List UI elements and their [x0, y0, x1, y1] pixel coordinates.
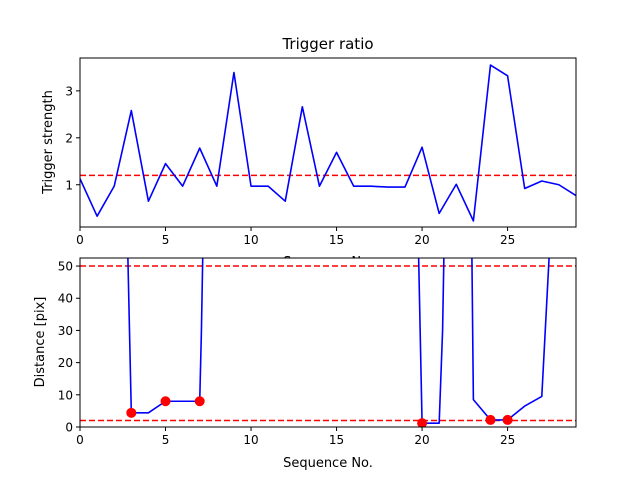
- top-x-tick-label: 25: [500, 233, 515, 247]
- bottom-y-tick-label: 30: [58, 324, 73, 338]
- top-y-tick-label: 1: [65, 178, 73, 192]
- top-x-tick-label: 20: [414, 233, 429, 247]
- bottom-plot-area: [80, 258, 576, 427]
- bottom-y-axis-label: Distance [pix]: [33, 297, 48, 388]
- top-plot-frame: [79, 57, 577, 228]
- bottom-marker-point: [417, 418, 428, 427]
- bottom-chart: 0 5 10 15 20 25 0 10 20 30 40 50 Sequence No. Dist…: [33, 257, 577, 471]
- bottom-marker-point: [502, 414, 513, 425]
- bottom-series-group: [126, 258, 550, 427]
- bottom-marker-point: [194, 396, 205, 407]
- bottom-x-tick-label: 5: [162, 433, 170, 447]
- top-x-tick-label: 5: [162, 233, 170, 247]
- bottom-marker-point: [485, 414, 496, 425]
- top-x-tick-label: 0: [76, 233, 84, 247]
- bottom-y-axis: 0 10 20 30 40 50: [58, 260, 80, 435]
- bottom-series-line: [127, 258, 550, 424]
- top-x-tick-label: 10: [243, 233, 258, 247]
- bottom-reference-lines: [80, 265, 576, 422]
- bottom-marker-point: [126, 407, 137, 418]
- bottom-x-tick-label: 0: [76, 433, 84, 447]
- bottom-x-tick-label: 20: [414, 433, 429, 447]
- bottom-x-tick-label: 10: [243, 433, 258, 447]
- top-y-axis-label: Trigger strength: [41, 90, 56, 195]
- bottom-y-tick-label: 0: [65, 421, 73, 435]
- bottom-y-tick-label: 20: [58, 356, 73, 370]
- bottom-x-tick-label: 15: [329, 433, 344, 447]
- top-y-axis: 1 2 3: [65, 84, 80, 192]
- bottom-y-tick-label: 10: [58, 388, 73, 402]
- top-y-tick-label: 3: [65, 84, 73, 98]
- top-chart-title: Trigger ratio: [281, 35, 373, 53]
- top-x-tick-label: 15: [329, 233, 344, 247]
- bottom-y-tick-label: 50: [58, 260, 73, 274]
- top-series-line: [80, 64, 576, 222]
- bottom-x-axis: 0 5 10 15 20 25: [76, 427, 515, 447]
- bottom-y-tick-label: 40: [58, 292, 73, 306]
- top-x-axis: 0 5 10 15 20 25: [76, 227, 515, 247]
- top-plot-area: [80, 58, 576, 227]
- bottom-plot-frame: [79, 257, 577, 428]
- bottom-x-tick-label: 25: [500, 433, 515, 447]
- top-y-tick-label: 2: [65, 131, 73, 145]
- bottom-x-axis-label: Sequence No.: [283, 456, 373, 471]
- top-series-group: [80, 64, 576, 222]
- bottom-marker-point: [160, 396, 171, 407]
